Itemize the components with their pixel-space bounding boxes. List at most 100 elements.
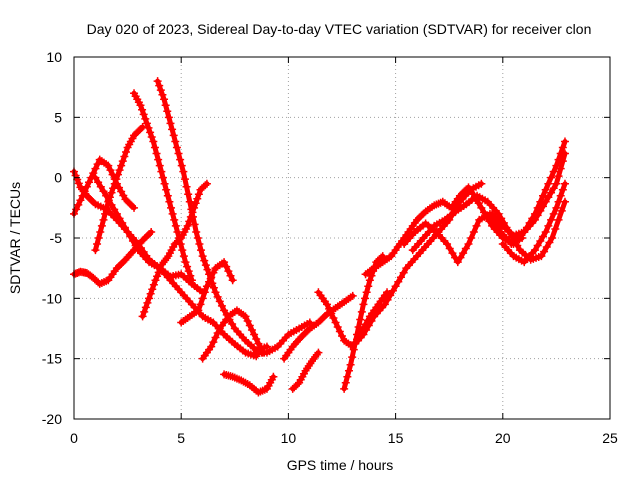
- data-point-marker: [269, 372, 278, 381]
- data-point-marker: [341, 378, 350, 387]
- data-point-marker: [485, 217, 494, 226]
- data-point-marker: [209, 338, 218, 347]
- data-point-marker: [183, 221, 192, 230]
- data-point-marker: [123, 227, 132, 236]
- data-point-marker: [558, 185, 567, 194]
- series-arc-13: [280, 291, 357, 363]
- data-point-marker: [399, 268, 408, 277]
- data-point-marker: [167, 203, 176, 212]
- data-point-marker: [364, 282, 373, 291]
- data-point-marker: [182, 182, 191, 191]
- data-point-marker: [142, 119, 151, 128]
- data-point-marker: [472, 194, 480, 203]
- data-point-marker: [554, 215, 563, 224]
- data-point-marker: [94, 234, 103, 242]
- data-point-marker: [201, 261, 210, 270]
- series-arc-12: [252, 318, 314, 357]
- data-point-marker: [195, 240, 204, 249]
- data-point-marker: [202, 179, 211, 188]
- data-point-marker: [359, 300, 368, 309]
- data-point-marker: [343, 372, 352, 381]
- data-point-marker: [217, 301, 226, 310]
- data-point-marker: [554, 172, 563, 181]
- x-tick-label: 25: [602, 430, 618, 446]
- data-point-marker: [367, 316, 376, 325]
- data-point-marker: [245, 321, 254, 330]
- data-point-marker: [166, 119, 175, 128]
- data-point-marker: [181, 258, 190, 267]
- y-axis-label: SDTVAR / TECUs: [7, 182, 23, 294]
- data-point-marker: [391, 282, 400, 291]
- data-point-marker: [254, 339, 263, 348]
- data-point-marker: [551, 224, 560, 233]
- data-point-marker: [247, 326, 256, 335]
- data-point-marker: [96, 182, 105, 191]
- data-point-marker: [474, 199, 483, 208]
- data-point-marker: [365, 276, 374, 285]
- data-point-marker: [448, 249, 457, 258]
- data-point-marker: [466, 185, 475, 194]
- data-point-marker: [228, 319, 237, 328]
- data-point-marker: [138, 105, 147, 114]
- data-point-marker: [117, 161, 126, 170]
- data-point-marker: [151, 276, 160, 285]
- data-point-marker: [101, 209, 110, 218]
- series-arc-14: [288, 348, 323, 393]
- data-point-marker: [190, 203, 199, 212]
- data-point-marker: [464, 240, 473, 249]
- data-point-marker: [73, 175, 82, 184]
- data-point-marker: [556, 191, 565, 200]
- data-point-marker: [76, 196, 85, 205]
- data-point-marker: [176, 155, 185, 164]
- data-point-marker: [200, 288, 209, 297]
- data-point-marker: [544, 221, 553, 230]
- data-point-marker: [243, 316, 252, 325]
- data-point-marker: [193, 194, 202, 203]
- data-point-marker: [154, 155, 163, 164]
- y-tick-label: -15: [42, 351, 62, 367]
- y-tick-label: 5: [54, 109, 62, 125]
- data-point-marker: [154, 268, 163, 277]
- grid: [74, 57, 610, 419]
- data-point-marker: [542, 243, 551, 252]
- data-point-marker: [196, 300, 205, 309]
- data-point-marker: [537, 252, 546, 261]
- data-point-marker: [539, 191, 547, 200]
- x-tick-label: 5: [177, 430, 185, 446]
- data-point-marker: [354, 322, 363, 331]
- data-point-marker: [459, 249, 468, 258]
- data-point-marker: [172, 143, 181, 152]
- data-point-marker: [453, 258, 462, 267]
- data-point-marker: [361, 294, 370, 303]
- data-point-marker: [541, 185, 550, 194]
- data-point-marker: [178, 246, 187, 255]
- data-point-marker: [91, 246, 100, 255]
- data-point-marker: [71, 171, 80, 180]
- x-tick-label: 20: [495, 430, 511, 446]
- data-point-marker: [222, 262, 231, 271]
- data-point-marker: [102, 191, 111, 200]
- data-point-marker: [91, 173, 100, 182]
- axis-tick-labels: 0 5 10 15 20 25 -20 -15 -10 -5 0 5 10: [42, 49, 618, 446]
- data-point-marker: [115, 166, 124, 175]
- data-point-marker: [445, 244, 454, 253]
- data-point-marker: [338, 332, 346, 341]
- data-point-marker: [145, 294, 154, 303]
- data-point-marker: [211, 288, 220, 297]
- data-point-marker: [102, 203, 111, 212]
- data-point-marker: [536, 237, 545, 246]
- data-point-marker: [224, 267, 233, 276]
- data-point-marker: [72, 205, 81, 214]
- data-point-marker: [544, 179, 553, 188]
- data-point-marker: [180, 175, 189, 184]
- data-point-marker: [107, 200, 116, 209]
- data-point-marker: [183, 262, 192, 271]
- data-point-marker: [250, 330, 259, 339]
- data-point-marker: [362, 326, 371, 335]
- data-point-marker: [533, 211, 542, 220]
- data-point-marker: [357, 307, 366, 316]
- x-tick-label: 0: [70, 430, 78, 446]
- data-point-marker: [213, 329, 222, 338]
- data-point-marker: [201, 181, 210, 190]
- data-point-marker: [131, 241, 140, 250]
